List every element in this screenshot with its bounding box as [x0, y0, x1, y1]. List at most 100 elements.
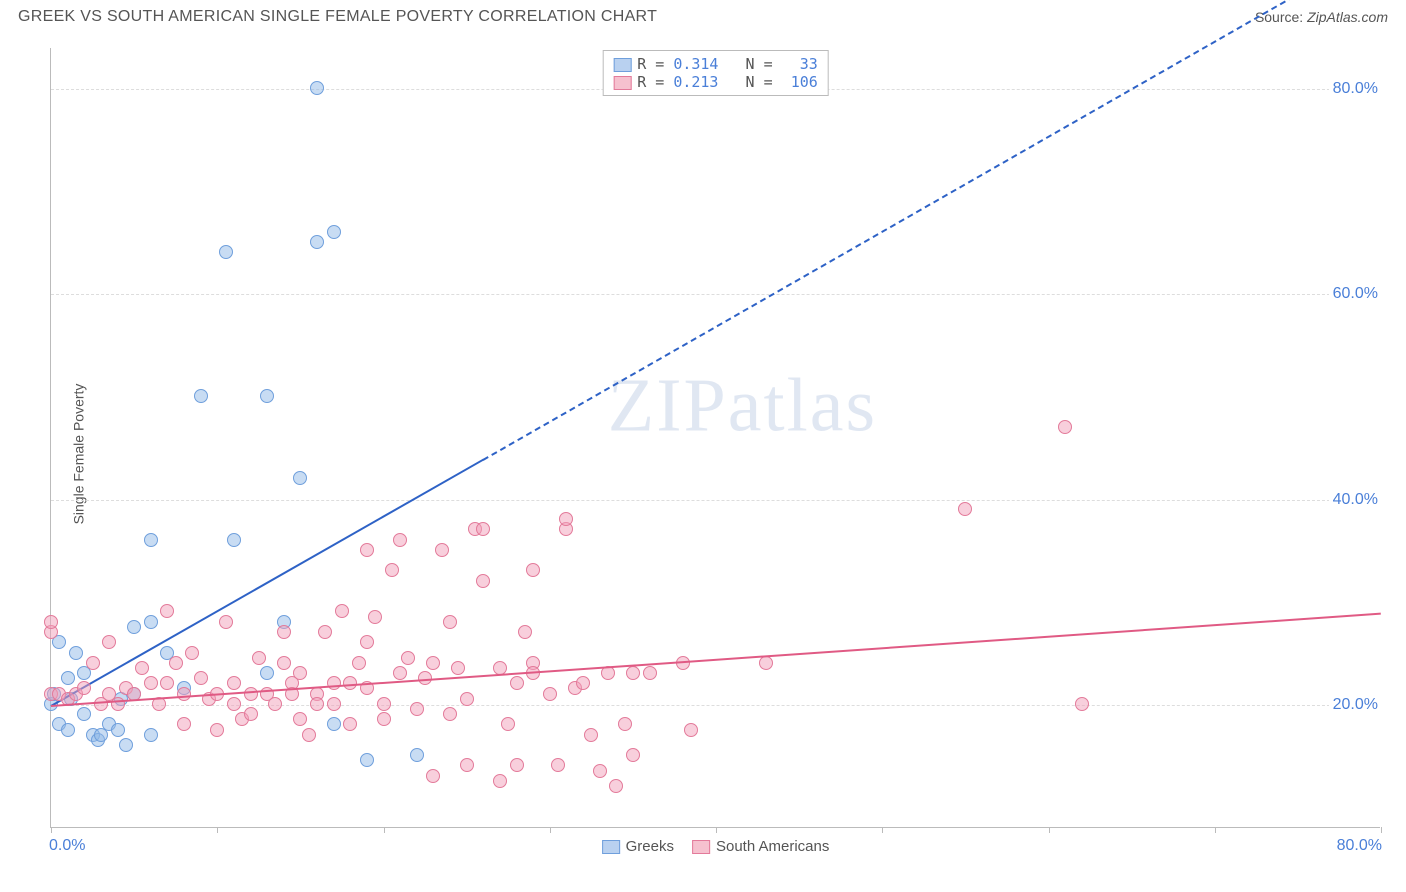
data-point	[260, 666, 274, 680]
correlation-legend-row: R = 0.213 N = 106	[613, 73, 818, 91]
data-point	[618, 717, 632, 731]
gridline	[51, 500, 1380, 501]
data-point	[227, 676, 241, 690]
data-point	[460, 758, 474, 772]
data-point	[559, 512, 573, 526]
x-tick-label-max: 80.0%	[1337, 837, 1382, 855]
data-point	[401, 651, 415, 665]
data-point	[177, 687, 191, 701]
data-point	[127, 620, 141, 634]
data-point	[609, 779, 623, 793]
data-point	[219, 615, 233, 629]
data-point	[343, 717, 357, 731]
data-point	[144, 615, 158, 629]
data-point	[310, 697, 324, 711]
data-point	[219, 245, 233, 259]
gridline	[51, 705, 1380, 706]
data-point	[293, 471, 307, 485]
data-point	[160, 604, 174, 618]
data-point	[327, 225, 341, 239]
data-point	[543, 687, 557, 701]
data-point	[194, 389, 208, 403]
data-point	[210, 723, 224, 737]
data-point	[293, 712, 307, 726]
data-point	[576, 676, 590, 690]
y-tick-label: 20.0%	[1329, 696, 1382, 714]
data-point	[61, 723, 75, 737]
data-point	[443, 615, 457, 629]
data-point	[518, 625, 532, 639]
gridline	[51, 294, 1380, 295]
data-point	[335, 604, 349, 618]
data-point	[135, 661, 149, 675]
n-value: 33	[782, 55, 818, 73]
source-prefix: Source:	[1255, 9, 1307, 25]
legend-swatch	[613, 76, 631, 90]
data-point	[61, 671, 75, 685]
chart-container: Single Female Poverty ZIPatlas 20.0%40.0…	[0, 30, 1406, 878]
data-point	[160, 676, 174, 690]
data-point	[227, 697, 241, 711]
data-point	[410, 702, 424, 716]
trend-line	[51, 612, 1381, 706]
source-attribution: Source: ZipAtlas.com	[1255, 9, 1388, 25]
data-point	[86, 656, 100, 670]
data-point	[643, 666, 657, 680]
chart-title: GREEK VS SOUTH AMERICAN SINGLE FEMALE PO…	[18, 8, 657, 26]
n-value: 106	[782, 73, 818, 91]
y-tick-label: 60.0%	[1329, 285, 1382, 303]
data-point	[360, 753, 374, 767]
data-point	[451, 661, 465, 675]
data-point	[227, 533, 241, 547]
y-tick-label: 80.0%	[1329, 80, 1382, 98]
series-legend: Greeks South Americans	[602, 838, 830, 855]
x-tick	[51, 827, 52, 833]
data-point	[260, 389, 274, 403]
x-tick	[217, 827, 218, 833]
x-tick	[1381, 827, 1382, 833]
data-point	[318, 625, 332, 639]
data-point	[194, 671, 208, 685]
data-point	[144, 728, 158, 742]
data-point	[626, 666, 640, 680]
data-point	[510, 758, 524, 772]
legend-label: South Americans	[716, 838, 829, 855]
data-point	[244, 687, 258, 701]
data-point	[69, 646, 83, 660]
data-point	[327, 676, 341, 690]
data-point	[352, 656, 366, 670]
data-point	[443, 707, 457, 721]
y-tick-label: 40.0%	[1329, 491, 1382, 509]
x-tick	[882, 827, 883, 833]
data-point	[510, 676, 524, 690]
legend-swatch	[613, 58, 631, 72]
data-point	[526, 563, 540, 577]
legend-item: Greeks	[602, 838, 674, 855]
data-point	[476, 574, 490, 588]
data-point	[144, 676, 158, 690]
r-value: 0.213	[673, 73, 718, 91]
data-point	[360, 635, 374, 649]
data-point	[460, 692, 474, 706]
x-tick	[550, 827, 551, 833]
legend-swatch	[602, 840, 620, 854]
data-point	[144, 533, 158, 547]
data-point	[1075, 697, 1089, 711]
data-point	[476, 522, 490, 536]
data-point	[360, 543, 374, 557]
plot-area: ZIPatlas 20.0%40.0%60.0%80.0%0.0%80.0%R …	[50, 48, 1380, 828]
data-point	[102, 635, 116, 649]
data-point	[293, 666, 307, 680]
legend-label: Greeks	[626, 838, 674, 855]
data-point	[493, 774, 507, 788]
data-point	[551, 758, 565, 772]
data-point	[310, 81, 324, 95]
data-point	[584, 728, 598, 742]
r-value: 0.314	[673, 55, 718, 73]
data-point	[393, 666, 407, 680]
data-point	[368, 610, 382, 624]
data-point	[244, 707, 258, 721]
data-point	[327, 697, 341, 711]
data-point	[593, 764, 607, 778]
data-point	[393, 533, 407, 547]
